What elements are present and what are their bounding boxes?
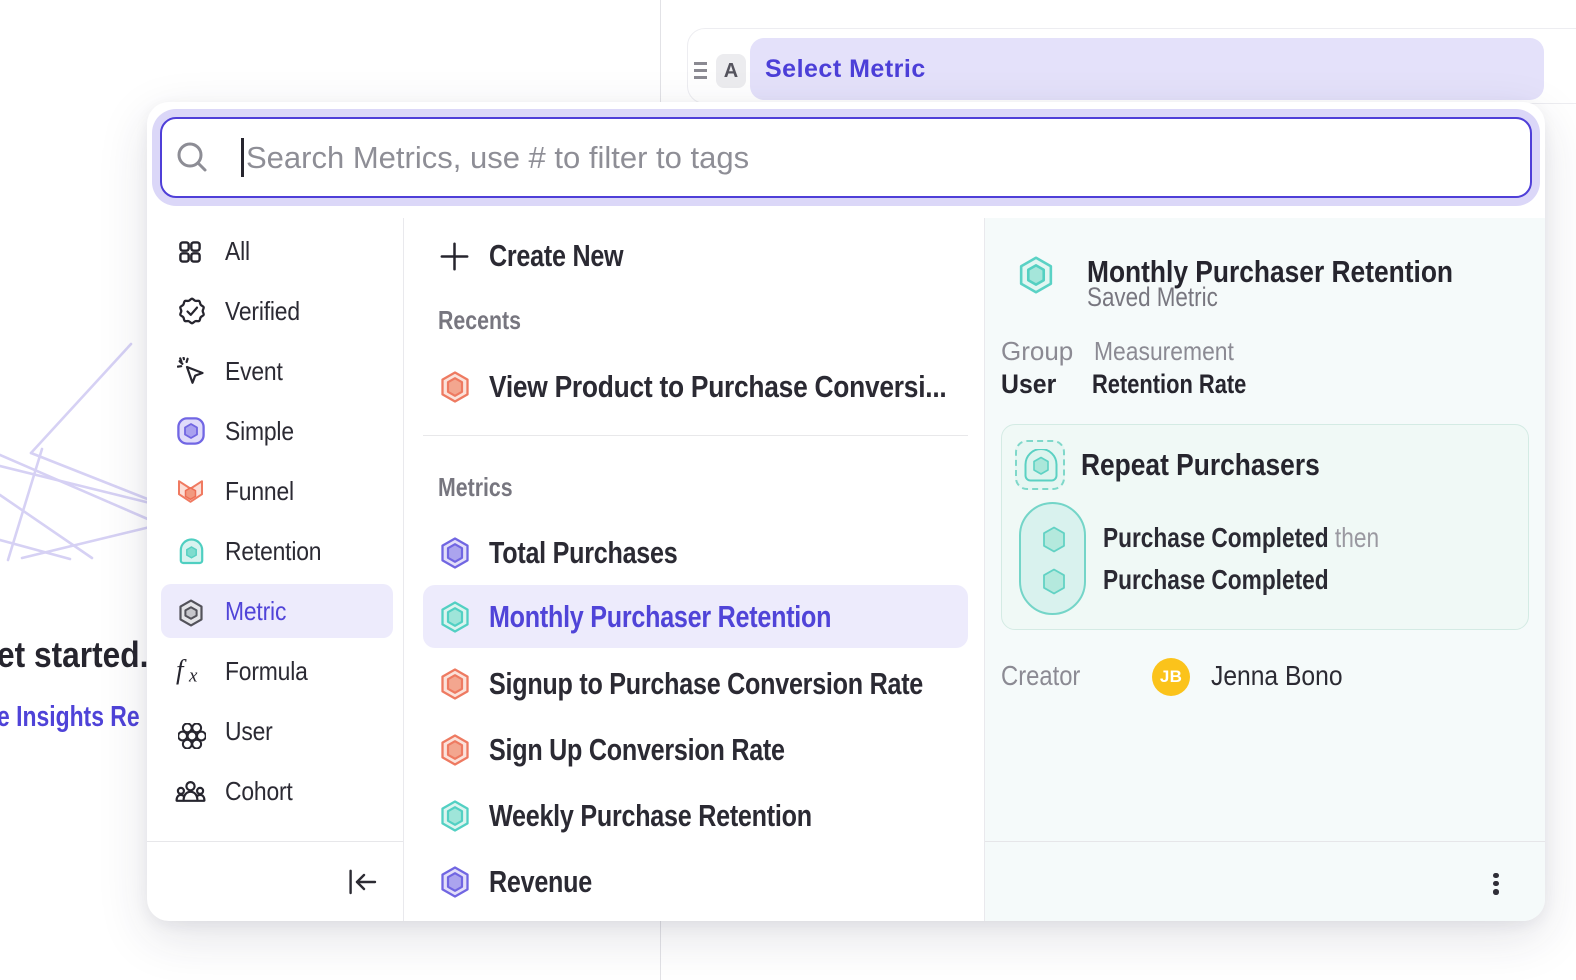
svg-text:f: f [176,656,187,685]
svg-text:x: x [188,666,198,687]
